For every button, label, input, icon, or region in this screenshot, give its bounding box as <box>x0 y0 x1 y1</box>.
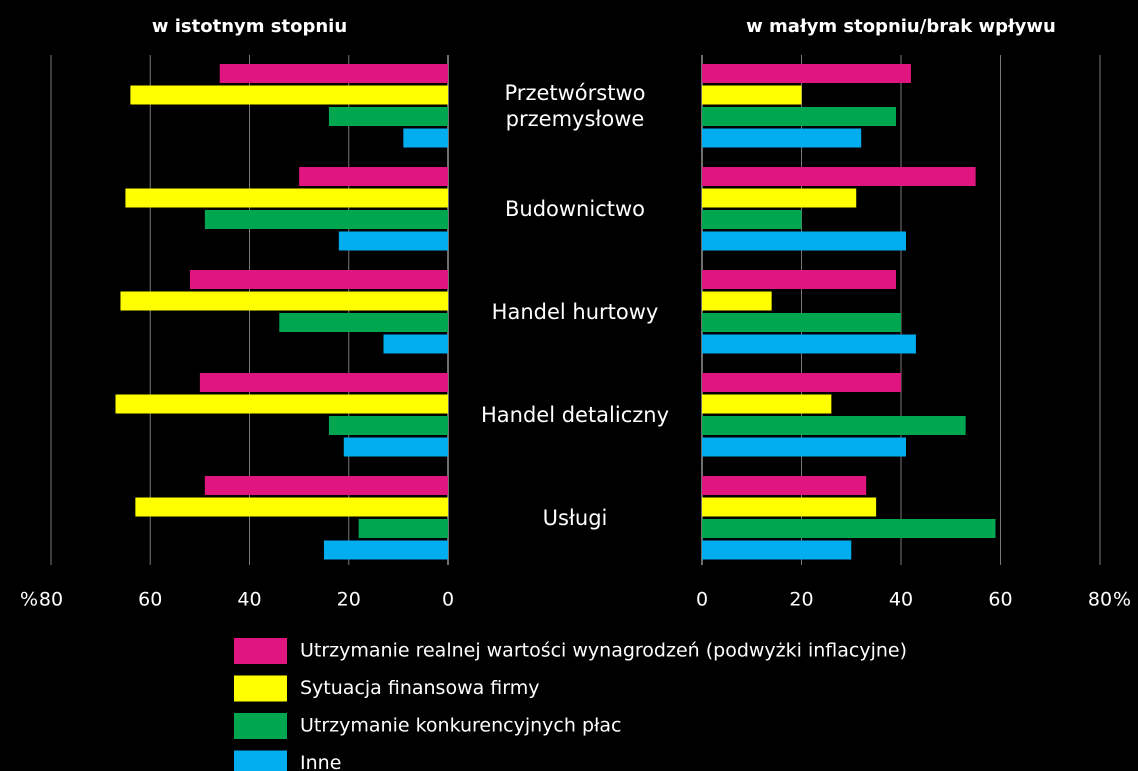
x-tick-label: 80 <box>1088 589 1112 611</box>
legend-label: Inne <box>300 752 341 771</box>
bar <box>702 416 966 435</box>
legend-swatch <box>234 713 287 739</box>
bar <box>702 313 901 332</box>
bar <box>702 64 911 83</box>
bar <box>702 188 857 208</box>
legend-swatch <box>234 750 287 771</box>
bar <box>702 476 867 495</box>
bar <box>125 188 448 208</box>
bar <box>120 291 448 311</box>
x-tick-label: 80 <box>39 589 63 611</box>
bar <box>702 107 897 126</box>
x-tick-label: 0 <box>696 589 708 611</box>
bar <box>299 167 448 186</box>
bar <box>702 373 901 392</box>
x-tick-label: 20 <box>337 589 361 611</box>
legend-label: Utrzymanie realnej wartości wynagrodzeń … <box>300 640 907 662</box>
bar <box>702 540 852 560</box>
bar <box>702 210 802 229</box>
legend-swatch <box>234 638 287 664</box>
bar <box>702 85 802 105</box>
bar <box>199 373 448 392</box>
bar <box>702 167 976 186</box>
bar <box>702 437 906 457</box>
x-tick-label: 60 <box>138 589 162 611</box>
x-tick-label: 40 <box>237 589 261 611</box>
bar <box>328 416 448 435</box>
bar <box>383 334 448 354</box>
bar <box>204 210 448 229</box>
bar <box>338 231 448 251</box>
bar <box>279 313 448 332</box>
bar <box>204 476 448 495</box>
bar <box>135 497 449 517</box>
category-label: Handel detaliczny <box>480 402 670 427</box>
category-label: Usługi <box>542 505 608 530</box>
category-label: Budownictwo <box>504 196 646 221</box>
x-axis-label: % <box>1113 589 1131 611</box>
bar <box>343 437 448 457</box>
bar <box>702 270 897 289</box>
category-label: Handel hurtowy <box>491 299 659 324</box>
bar <box>702 497 877 517</box>
x-tick-label: 0 <box>442 589 454 611</box>
legend-label: Sytuacja finansowa firmy <box>300 677 540 699</box>
bar <box>219 64 448 83</box>
bar <box>702 394 832 414</box>
category-label: Przetwórstwo przemysłowe <box>504 80 646 131</box>
bar <box>702 291 772 311</box>
bar <box>702 334 916 354</box>
bar <box>702 231 906 251</box>
bar <box>189 270 448 289</box>
bar <box>702 128 862 148</box>
bar <box>702 519 996 538</box>
chart-title: w istotnym stopniu <box>152 16 347 37</box>
x-axis-label: % <box>20 589 38 611</box>
x-tick-label: 20 <box>789 589 813 611</box>
bar <box>323 540 448 560</box>
bar <box>130 85 448 105</box>
chart-title: w małym stopniu/brak wpływu <box>746 16 1056 37</box>
legend-label: Utrzymanie konkurencyjnych płac <box>300 715 622 737</box>
bar <box>328 107 448 126</box>
bar <box>358 519 448 538</box>
x-tick-label: 60 <box>988 589 1012 611</box>
legend-swatch <box>234 675 287 702</box>
x-tick-label: 40 <box>889 589 913 611</box>
bar <box>115 394 448 414</box>
bar <box>403 128 448 148</box>
